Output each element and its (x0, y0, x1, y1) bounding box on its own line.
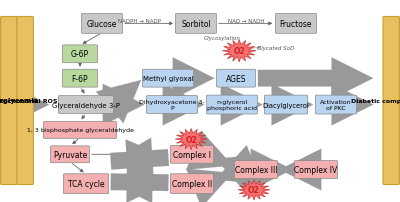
Text: 1, 3 bisphosphate glyceraldehyde: 1, 3 bisphosphate glyceraldehyde (26, 128, 134, 133)
FancyBboxPatch shape (50, 146, 90, 163)
FancyBboxPatch shape (264, 96, 308, 114)
FancyBboxPatch shape (206, 96, 258, 114)
Text: Complex III: Complex III (235, 165, 277, 174)
FancyBboxPatch shape (17, 17, 34, 185)
FancyBboxPatch shape (175, 14, 217, 34)
Text: NAD → NADH: NAD → NADH (228, 19, 264, 24)
Text: NADPH → NADP: NADPH → NADP (118, 19, 162, 24)
Text: Glucose: Glucose (87, 20, 117, 29)
Text: Glycated SoD: Glycated SoD (257, 46, 295, 51)
Text: O2: O2 (185, 135, 197, 144)
FancyBboxPatch shape (146, 96, 198, 114)
FancyBboxPatch shape (44, 122, 117, 139)
Text: Diabetic complications: Diabetic complications (351, 99, 400, 103)
Text: Hyperglycemia: Hyperglycemia (0, 98, 38, 104)
Text: Diacylglycerol: Diacylglycerol (263, 102, 309, 108)
FancyBboxPatch shape (58, 96, 114, 114)
FancyBboxPatch shape (170, 174, 214, 194)
Text: Complex IV: Complex IV (294, 165, 338, 174)
Text: Dihydroxyacetone 3-
P: Dihydroxyacetone 3- P (139, 100, 205, 110)
Text: TCA cycle: TCA cycle (68, 179, 104, 188)
FancyBboxPatch shape (170, 146, 214, 163)
Text: Glycosylation: Glycosylation (204, 36, 240, 41)
Text: Activation
of PKC: Activation of PKC (320, 100, 352, 110)
Text: O2: O2 (233, 47, 245, 56)
Text: Fructose: Fructose (280, 20, 312, 29)
FancyBboxPatch shape (142, 70, 194, 88)
FancyBboxPatch shape (82, 14, 122, 34)
Polygon shape (175, 129, 207, 150)
Polygon shape (238, 180, 270, 200)
FancyBboxPatch shape (315, 96, 357, 114)
FancyBboxPatch shape (63, 174, 108, 194)
FancyBboxPatch shape (383, 17, 399, 185)
Text: Sorbitol: Sorbitol (181, 20, 211, 29)
FancyBboxPatch shape (62, 46, 98, 63)
Text: G-6P: G-6P (71, 50, 89, 59)
FancyBboxPatch shape (62, 70, 98, 88)
Text: Complex I: Complex I (173, 150, 211, 159)
Text: Complex II: Complex II (172, 179, 212, 188)
Text: F-6P: F-6P (72, 74, 88, 83)
FancyBboxPatch shape (294, 161, 338, 179)
FancyBboxPatch shape (234, 161, 278, 179)
Text: O2: O2 (248, 185, 260, 194)
FancyBboxPatch shape (0, 17, 17, 185)
Text: Pyruvate: Pyruvate (53, 150, 87, 159)
Text: n-glycerol
phosphoric acid: n-glycerol phosphoric acid (207, 100, 257, 110)
Text: Glyceraldehyde 3-P: Glyceraldehyde 3-P (52, 102, 120, 108)
FancyBboxPatch shape (216, 70, 256, 88)
FancyBboxPatch shape (275, 14, 317, 34)
Text: Mitochondrial ROS: Mitochondrial ROS (0, 99, 58, 103)
Text: AGES: AGES (226, 74, 246, 83)
Polygon shape (222, 40, 256, 63)
Text: Methyl glyoxal: Methyl glyoxal (143, 76, 193, 82)
